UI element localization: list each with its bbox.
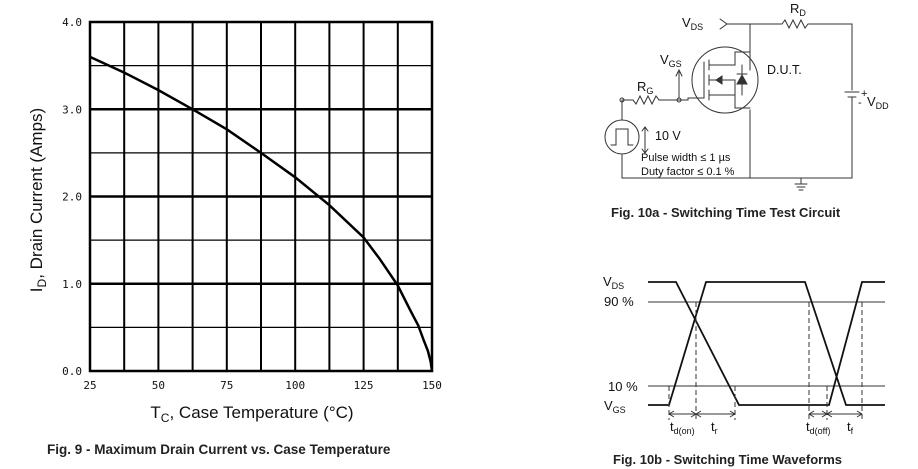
x-tick-label: 100: [285, 379, 305, 392]
x-tick-label: 25: [83, 379, 96, 392]
pulse-width-label: Pulse width ≤ 1 µs: [641, 152, 731, 164]
x-tick-label: 75: [220, 379, 233, 392]
vds-wave-label: VDS: [603, 274, 624, 291]
vds-label: VDS: [682, 15, 703, 32]
x-tick-label: 150: [422, 379, 442, 392]
x-tick-labels: 25 50 75 100 125 150: [83, 379, 442, 392]
dut-circle: [691, 46, 759, 114]
vds-waveform: [648, 281, 885, 406]
x-tick-label: 50: [152, 379, 165, 392]
vgs-wave-label: VGS: [604, 398, 626, 415]
rd-resistor: [749, 18, 853, 91]
x-axis-label: TC, Case Temperature (°C): [150, 403, 353, 425]
y-tick-label: 4.0: [62, 16, 82, 29]
tr-label: tr: [711, 419, 718, 436]
level-10-label: 10 %: [608, 379, 638, 394]
source-voltage-arrow: [641, 126, 649, 154]
dut-label: D.U.T.: [767, 63, 802, 77]
y-tick-label: 0.0: [62, 365, 82, 378]
rd-label: RD: [790, 1, 806, 18]
fig9-caption: Fig. 9 - Maximum Drain Current vs. Case …: [47, 442, 391, 457]
fig10a-caption: Fig. 10a - Switching Time Test Circuit: [611, 205, 841, 220]
rg-resistor: [621, 94, 660, 106]
drain-current-chart: 0.0 1.0 2.0 3.0 4.0 25 50 75 100 125 150 ID, Drai…: [27, 16, 442, 457]
vdd-label: VDD: [867, 94, 889, 111]
switching-test-circuit: VDS RD VGS RG D.U.T. + - VDD 10 V Pulse …: [604, 1, 889, 220]
switching-waveforms: VDS 90 % 10 % VGS td(on) tr td(off) tf F…: [603, 274, 885, 467]
tdoff-label: td(off): [806, 419, 830, 436]
vgs-waveform: [648, 281, 885, 406]
vdd-plus: +: [861, 88, 867, 100]
level-90-label: 90 %: [604, 294, 634, 309]
x-tick-label: 125: [354, 379, 374, 392]
vds-terminal-arrow: [719, 18, 728, 30]
vgs-arrow: [675, 68, 683, 99]
y-tick-label: 2.0: [62, 191, 82, 204]
mosfet-channel: [703, 59, 710, 101]
tdon-dimension: [668, 410, 697, 418]
plot-frame: [88, 20, 434, 373]
rg-label: RG: [637, 79, 653, 96]
bottom-rail: [621, 96, 853, 179]
tr-dimension: [695, 410, 736, 418]
body-arrow: [715, 75, 723, 85]
gate-wire: [658, 97, 705, 101]
duty-factor-label: Duty factor ≤ 0.1 %: [641, 166, 735, 178]
ground-symbol: [794, 177, 808, 191]
y-tick-label: 1.0: [62, 278, 82, 291]
tf-dimension: [826, 410, 863, 418]
vgs-label: VGS: [660, 52, 682, 69]
y-tick-labels: 0.0 1.0 2.0 3.0 4.0: [62, 16, 82, 378]
y-axis-label: ID, Drain Current (Amps): [27, 108, 49, 292]
fig10b-caption: Fig. 10b - Switching Time Waveforms: [613, 452, 842, 467]
tdon-label: td(on): [670, 419, 695, 436]
drain-current-curve: [89, 55, 434, 372]
chart-grid: [90, 22, 432, 371]
tdoff-dimension: [808, 410, 828, 418]
source-voltage-label: 10 V: [655, 129, 681, 143]
pulse-source: [604, 119, 640, 155]
vdd-battery: [844, 91, 860, 98]
tf-label: tf: [847, 419, 854, 436]
vdd-minus: -: [858, 97, 862, 109]
y-tick-label: 3.0: [62, 103, 82, 116]
pulse-glyph: [610, 128, 634, 146]
